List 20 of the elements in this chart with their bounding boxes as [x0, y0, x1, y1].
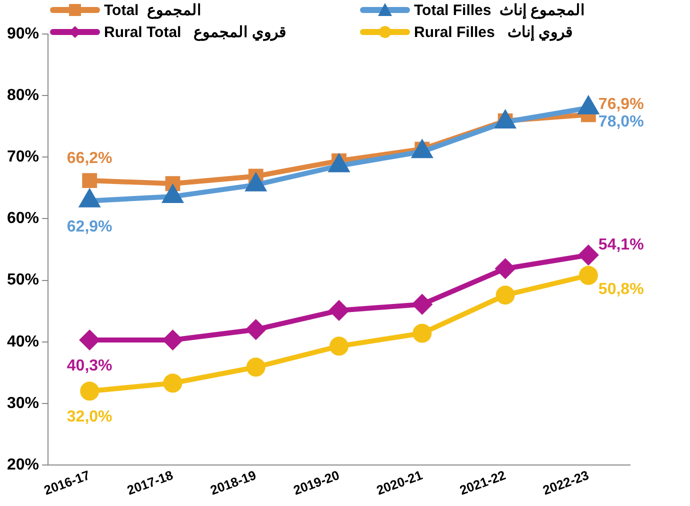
y-tick-label: 20% — [6, 456, 40, 474]
y-tick-label: 30% — [6, 394, 40, 412]
y-tick-label: 50% — [6, 272, 40, 289]
legend-label: Total المجموع — [104, 1, 202, 19]
data-label: 54,1% — [598, 236, 644, 254]
legend-label: Rural Total قروي المجموع — [104, 23, 286, 41]
data-label: 40,3% — [66, 357, 112, 374]
data-label: 78,0% — [598, 113, 644, 130]
data-label: 32,0% — [66, 408, 112, 426]
y-tick-label: 90% — [6, 25, 40, 42]
data-label: 76,9% — [598, 96, 644, 114]
data-label: 62,9% — [66, 218, 112, 236]
y-tick-label: 60% — [6, 210, 40, 228]
legend-label: Total Filles المجموع إناث — [414, 1, 585, 19]
data-label: 66,2% — [66, 150, 112, 167]
legend-label: Rural Filles قروي إناث — [414, 23, 573, 41]
y-tick-label: 80% — [6, 86, 40, 104]
y-tick-label: 40% — [6, 333, 40, 350]
y-tick-label: 70% — [6, 148, 40, 166]
data-label: 50,8% — [598, 280, 644, 298]
